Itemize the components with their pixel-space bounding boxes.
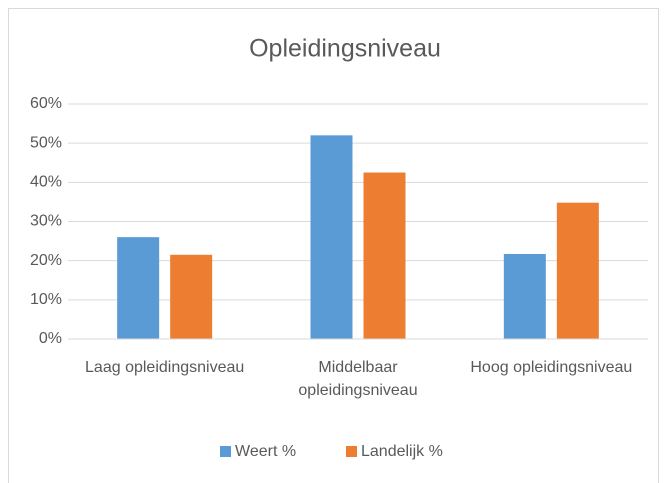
y-tick-label: 30% [30,213,62,230]
x-tick-label: Hoog opleidingsniveau [470,359,633,376]
legend-swatch [220,446,231,457]
y-tick-label: 20% [30,252,62,269]
y-tick-label: 10% [30,291,62,308]
legend-swatch [346,446,357,457]
bar [556,202,599,339]
legend-label: Landelijk % [361,443,443,460]
chart-border [8,8,659,483]
y-tick-label: 50% [30,134,62,151]
bar [363,172,406,339]
bar [310,135,353,339]
x-tick-label: Laag opleidingsniveau [85,359,245,376]
y-tick-label: 60% [30,95,62,112]
bar [117,237,160,339]
bar [170,254,213,339]
x-tick-label: Middelbaar opleidingsniveau [298,359,418,399]
y-tick-label: 40% [30,174,62,191]
y-tick-label: 0% [39,330,62,347]
bar [503,254,546,339]
legend-label: Weert % [235,443,296,460]
chart-title: Opleidingsniveau [249,35,441,63]
